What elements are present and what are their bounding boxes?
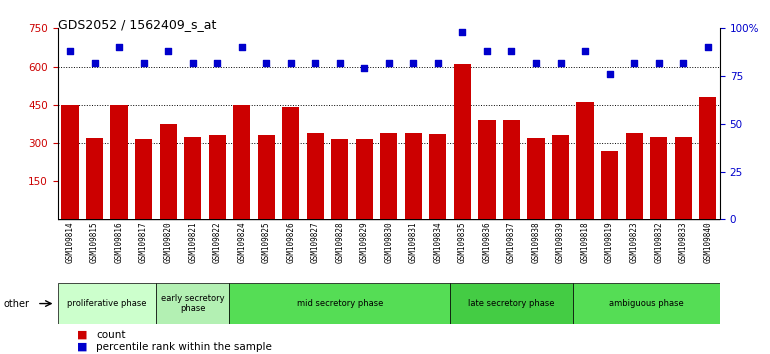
Text: GSM109835: GSM109835 (458, 221, 467, 263)
Point (480, 48, 493, 54)
Point (137, 60, 149, 65)
Point (579, 48, 591, 54)
Text: proliferative phase: proliferative phase (67, 299, 146, 308)
Text: GSM109827: GSM109827 (311, 221, 320, 263)
Text: percentile rank within the sample: percentile rank within the sample (96, 342, 272, 352)
Text: GSM109817: GSM109817 (139, 221, 148, 263)
Bar (478, 120, 496, 219)
Text: GSM109826: GSM109826 (286, 221, 295, 263)
Bar (331, 139, 348, 219)
Text: GSM109825: GSM109825 (262, 221, 271, 263)
Point (333, 60, 346, 65)
Bar (209, 135, 226, 219)
Bar (58, 283, 156, 324)
Bar (282, 107, 300, 219)
Point (530, 60, 542, 65)
Text: GSM109816: GSM109816 (115, 221, 123, 263)
Bar (601, 151, 618, 219)
Text: GSM109828: GSM109828 (335, 221, 344, 263)
Text: GSM109821: GSM109821 (188, 221, 197, 263)
Point (162, 48, 174, 54)
Text: late secretory phase: late secretory phase (468, 299, 554, 308)
Bar (527, 138, 544, 219)
Text: early secretory
phase: early secretory phase (161, 294, 225, 313)
Bar (62, 105, 79, 219)
Point (701, 45, 714, 50)
Bar (552, 135, 569, 219)
Point (457, 29, 469, 35)
Bar (650, 137, 668, 219)
Bar (159, 124, 176, 219)
Bar (430, 134, 447, 219)
Point (89, 60, 101, 65)
Text: GSM109839: GSM109839 (556, 221, 565, 263)
Bar (675, 137, 691, 219)
Bar (110, 105, 128, 219)
Point (236, 45, 248, 50)
Point (309, 60, 321, 65)
Bar (306, 133, 324, 219)
Text: GSM109836: GSM109836 (483, 221, 491, 263)
Text: ambiguous phase: ambiguous phase (609, 299, 684, 308)
Text: GSM109830: GSM109830 (384, 221, 393, 263)
Point (554, 60, 567, 65)
Text: other: other (4, 298, 30, 309)
Bar (233, 105, 250, 219)
Text: GDS2052 / 1562409_s_at: GDS2052 / 1562409_s_at (58, 18, 216, 31)
Bar (184, 137, 201, 219)
Text: GSM109824: GSM109824 (237, 221, 246, 263)
Text: GSM109815: GSM109815 (90, 221, 99, 263)
Text: ■: ■ (77, 330, 88, 339)
Text: mid secretory phase: mid secretory phase (296, 299, 383, 308)
Bar (356, 139, 373, 219)
Text: GSM109820: GSM109820 (163, 221, 172, 263)
Point (652, 60, 665, 65)
Point (407, 60, 420, 65)
Point (211, 60, 223, 65)
Text: count: count (96, 330, 126, 339)
Point (677, 60, 689, 65)
Bar (156, 283, 229, 324)
Text: GSM109823: GSM109823 (630, 221, 638, 263)
Text: GSM109840: GSM109840 (703, 221, 712, 263)
Bar (573, 283, 720, 324)
Text: GSM109834: GSM109834 (434, 221, 443, 263)
Point (628, 60, 641, 65)
Point (383, 60, 395, 65)
Text: GSM109838: GSM109838 (531, 221, 541, 263)
Bar (450, 283, 573, 324)
Bar (258, 135, 275, 219)
Point (260, 60, 273, 65)
Bar (405, 133, 422, 219)
Point (432, 60, 444, 65)
Point (186, 60, 199, 65)
Text: GSM109818: GSM109818 (581, 221, 590, 263)
Point (358, 65, 370, 71)
Point (505, 48, 517, 54)
Text: GSM109822: GSM109822 (213, 221, 222, 263)
Bar (577, 102, 594, 219)
Text: ■: ■ (77, 342, 88, 352)
Bar (380, 133, 397, 219)
Point (113, 45, 126, 50)
Bar (229, 283, 450, 324)
Text: GSM109829: GSM109829 (360, 221, 369, 263)
Text: GSM109837: GSM109837 (507, 221, 516, 263)
Text: GSM109832: GSM109832 (654, 221, 663, 263)
Point (604, 72, 616, 77)
Bar (503, 120, 520, 219)
Point (64, 48, 76, 54)
Text: GSM109833: GSM109833 (678, 221, 688, 263)
Text: GSM109814: GSM109814 (65, 221, 75, 263)
Point (285, 60, 297, 65)
Text: GSM109819: GSM109819 (605, 221, 614, 263)
Bar (699, 97, 716, 219)
Bar (135, 139, 152, 219)
Bar (454, 64, 471, 219)
Bar (86, 138, 103, 219)
Bar (625, 133, 643, 219)
Text: GSM109831: GSM109831 (409, 221, 418, 263)
